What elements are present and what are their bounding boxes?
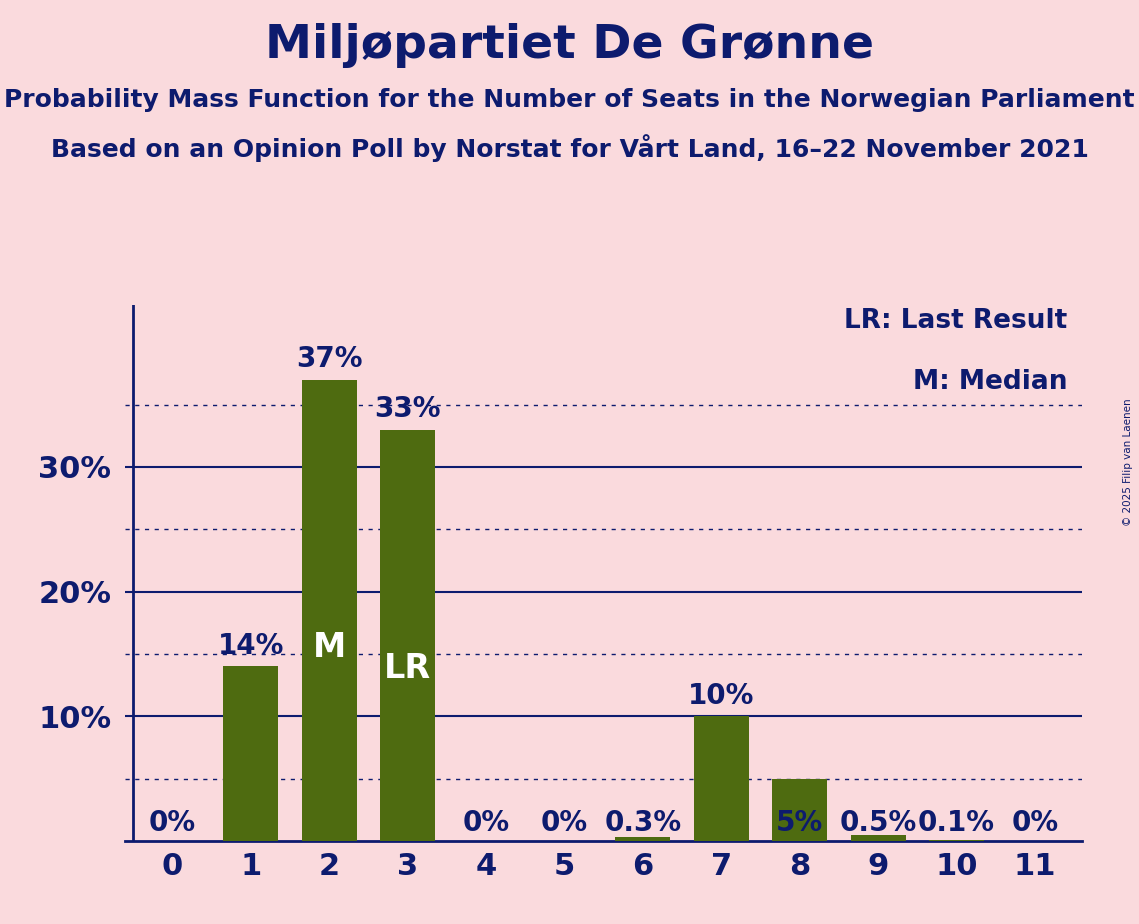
- Text: 10%: 10%: [688, 682, 754, 710]
- Text: © 2025 Filip van Laenen: © 2025 Filip van Laenen: [1123, 398, 1133, 526]
- Text: 0.3%: 0.3%: [605, 809, 681, 837]
- Bar: [223, 666, 278, 841]
- Text: Probability Mass Function for the Number of Seats in the Norwegian Parliament: Probability Mass Function for the Number…: [5, 88, 1134, 112]
- Text: 14%: 14%: [218, 632, 284, 660]
- Text: LR: Last Result: LR: Last Result: [844, 308, 1067, 334]
- Text: 0%: 0%: [149, 809, 196, 837]
- Bar: [929, 840, 984, 841]
- Bar: [851, 834, 906, 841]
- Text: 0%: 0%: [541, 809, 588, 837]
- Text: 0%: 0%: [1011, 809, 1058, 837]
- Text: Based on an Opinion Poll by Norstat for Vårt Land, 16–22 November 2021: Based on an Opinion Poll by Norstat for …: [50, 134, 1089, 162]
- Text: 0.5%: 0.5%: [839, 809, 917, 837]
- Bar: [615, 837, 671, 841]
- Text: M: M: [312, 631, 346, 663]
- Text: 33%: 33%: [375, 395, 441, 423]
- Bar: [302, 380, 357, 841]
- Text: 0.1%: 0.1%: [918, 809, 995, 837]
- Bar: [380, 430, 435, 841]
- Text: 37%: 37%: [296, 346, 362, 373]
- Text: Miljøpartiet De Grønne: Miljøpartiet De Grønne: [265, 23, 874, 68]
- Bar: [694, 716, 748, 841]
- Text: M: Median: M: Median: [913, 370, 1067, 395]
- Text: LR: LR: [384, 651, 432, 685]
- Text: 5%: 5%: [776, 809, 823, 837]
- Bar: [772, 779, 827, 841]
- Text: 0%: 0%: [462, 809, 509, 837]
